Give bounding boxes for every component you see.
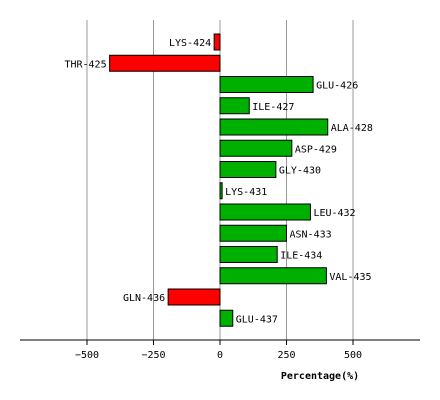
bar-label-ala-428: ALA-428 (331, 123, 373, 134)
bar-label-ile-434: ILE-434 (280, 251, 322, 262)
bar-ala-428 (219, 118, 329, 136)
x-tick-label-3: 250 (277, 350, 295, 361)
bar-asn-433 (219, 224, 287, 242)
bar-thr-425 (109, 54, 221, 72)
bar-label-val-435: VAL-435 (329, 272, 371, 283)
bar-label-glu-426: GLU-426 (316, 81, 358, 92)
bar-label-glu-437: GLU-437 (236, 314, 278, 325)
bar-label-gln-436: GLN-436 (123, 293, 165, 304)
bar-gln-436 (167, 288, 221, 306)
bar-label-asn-433: ASN-433 (290, 229, 332, 240)
x-axis-title: Percentage(%) (281, 371, 359, 382)
bar-label-leu-432: LEU-432 (313, 208, 355, 219)
bar-glu-426 (219, 76, 314, 93)
bar-ile-434 (219, 246, 278, 263)
bar-label-asp-429: ASP-429 (295, 144, 337, 155)
bar-ile-427 (219, 97, 250, 115)
x-tick-label-4: 500 (344, 350, 362, 361)
bar-label-lys-431: LYS-431 (225, 187, 267, 198)
bar-label-lys-424: LYS-424 (169, 38, 211, 49)
bar-leu-432 (219, 203, 311, 221)
x-tick-label-0: −500 (75, 350, 99, 361)
x-tick-label-2: 0 (217, 350, 223, 361)
bar-lys-431 (219, 182, 223, 200)
bar-gly-430 (219, 161, 277, 178)
bar-label-ile-427: ILE-427 (252, 102, 294, 113)
bar-glu-437 (219, 309, 234, 327)
bar-val-435 (219, 267, 327, 285)
bar-label-thr-425: THR-425 (64, 59, 106, 70)
bar-lys-424 (213, 33, 221, 51)
bar-asp-429 (219, 139, 293, 157)
x-tick-label-1: −250 (141, 350, 165, 361)
bars-group: LYS-424 THR-425 GLU-426 ILE-427 ALA-428 ASP-4… (64, 33, 373, 327)
grid-lines (86, 20, 354, 340)
bar-label-gly-430: GLY-430 (279, 166, 321, 177)
x-axis-ticks: −500 −250 0 250 500 (75, 340, 362, 361)
